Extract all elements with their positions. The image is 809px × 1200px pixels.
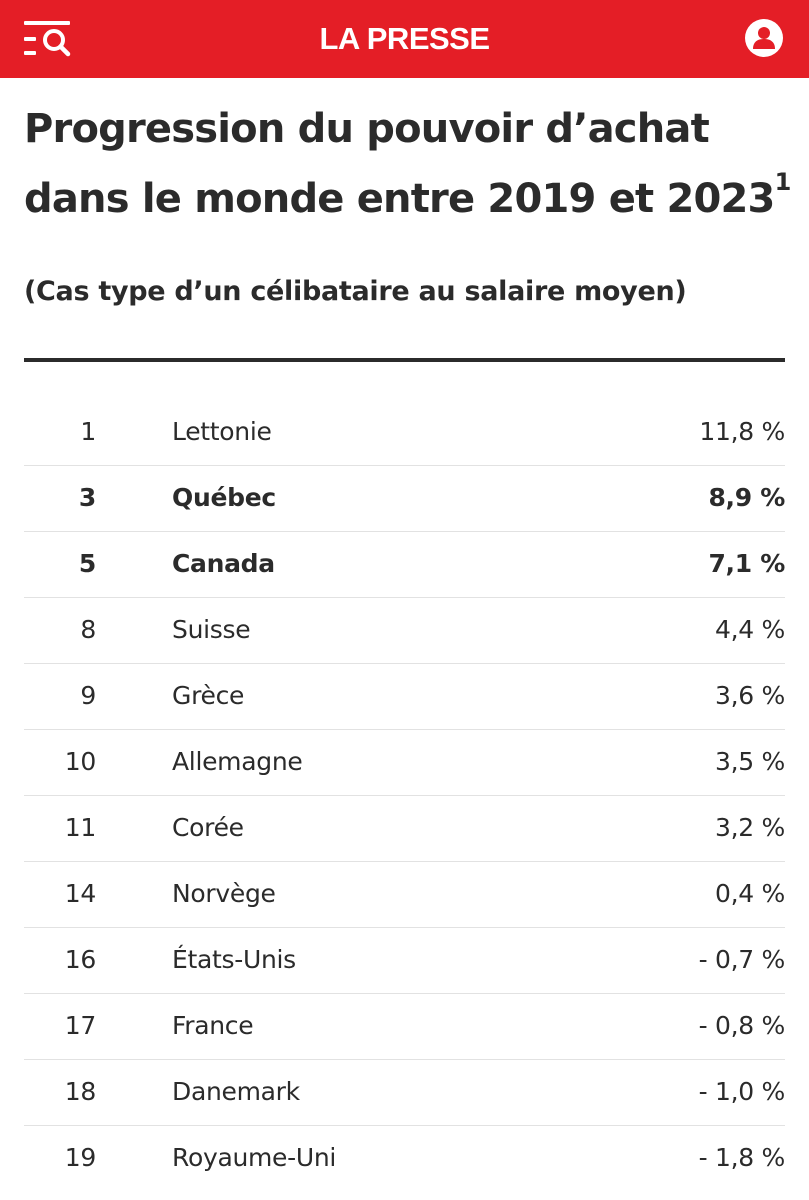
rank-cell: 8 xyxy=(80,615,96,644)
rank-cell: 18 xyxy=(64,1077,97,1106)
page-title: Progression du pouvoir d’achat dans le m… xyxy=(24,94,794,234)
value-cell: 3,6 % xyxy=(715,681,785,710)
country-cell: Danemark xyxy=(172,1077,300,1106)
rank-cell: 10 xyxy=(64,747,97,776)
table-row: 9 Grèce 3,6 % xyxy=(24,664,785,730)
divider xyxy=(24,358,785,362)
country-cell: Corée xyxy=(172,813,244,842)
value-cell: 7,1 % xyxy=(708,549,785,578)
table-row: 18 Danemark - 1,0 % xyxy=(24,1060,785,1126)
ranking-table: 1 Lettonie 11,8 % 3 Québec 8,9 % 5 Canada 7,1 % 8… xyxy=(24,400,785,1192)
country-cell: Allemagne xyxy=(172,747,303,776)
value-cell: 3,5 % xyxy=(715,747,785,776)
country-cell: Québec xyxy=(172,483,276,512)
table-row: 11 Corée 3,2 % xyxy=(24,796,785,862)
value-cell: - 0,8 % xyxy=(698,1011,786,1040)
country-cell: Norvège xyxy=(172,879,276,908)
rank-cell: 3 xyxy=(78,483,96,512)
country-cell: Grèce xyxy=(172,681,245,710)
value-cell: 11,8 % xyxy=(699,417,785,446)
country-cell: États-Unis xyxy=(172,945,296,974)
rank-cell: 16 xyxy=(64,945,97,974)
value-cell: 8,9 % xyxy=(708,483,785,512)
table-row: 19 Royaume-Uni - 1,8 % xyxy=(24,1126,786,1192)
brand-logo[interactable]: LA PRESSE xyxy=(319,21,490,56)
value-cell: 4,4 % xyxy=(715,615,785,644)
rank-cell: 17 xyxy=(64,1011,97,1040)
menu-search-icon[interactable] xyxy=(24,19,74,59)
table-row: 5 Canada 7,1 % xyxy=(24,532,785,598)
page-title-text: Progression du pouvoir d’achat dans le m… xyxy=(24,106,775,222)
value-cell: 3,2 % xyxy=(715,813,785,842)
table-row: 10 Allemagne 3,5 % xyxy=(24,730,785,796)
rank-cell: 9 xyxy=(80,681,96,710)
country-cell: Lettonie xyxy=(172,417,272,446)
footnote-marker: 1 xyxy=(774,168,792,196)
top-bar: LA PRESSE xyxy=(0,0,809,78)
country-cell: Canada xyxy=(172,549,275,578)
country-cell: France xyxy=(172,1011,254,1040)
rank-cell: 5 xyxy=(78,549,96,578)
country-cell: Suisse xyxy=(172,615,251,644)
table-row: 14 Norvège 0,4 % xyxy=(24,862,785,928)
table-row: 8 Suisse 4,4 % xyxy=(24,598,785,664)
account-icon[interactable] xyxy=(744,18,784,58)
table-row: 16 États-Unis - 0,7 % xyxy=(24,928,785,994)
rank-cell: 14 xyxy=(64,879,97,908)
value-cell: - 1,0 % xyxy=(698,1077,786,1106)
rank-cell: 1 xyxy=(80,417,96,446)
table-row: 1 Lettonie 11,8 % xyxy=(24,400,785,466)
rank-cell: 11 xyxy=(64,813,97,842)
table-row: 3 Québec 8,9 % xyxy=(24,466,785,532)
table-row: 17 France - 0,8 % xyxy=(24,994,785,1060)
value-cell: - 0,7 % xyxy=(698,945,786,974)
country-cell: Royaume-Uni xyxy=(172,1143,337,1172)
page-subtitle: (Cas type d’un célibataire au salaire mo… xyxy=(24,276,687,307)
value-cell: 0,4 % xyxy=(715,879,785,908)
value-cell: - 1,8 % xyxy=(698,1143,786,1172)
rank-cell: 19 xyxy=(64,1143,97,1172)
